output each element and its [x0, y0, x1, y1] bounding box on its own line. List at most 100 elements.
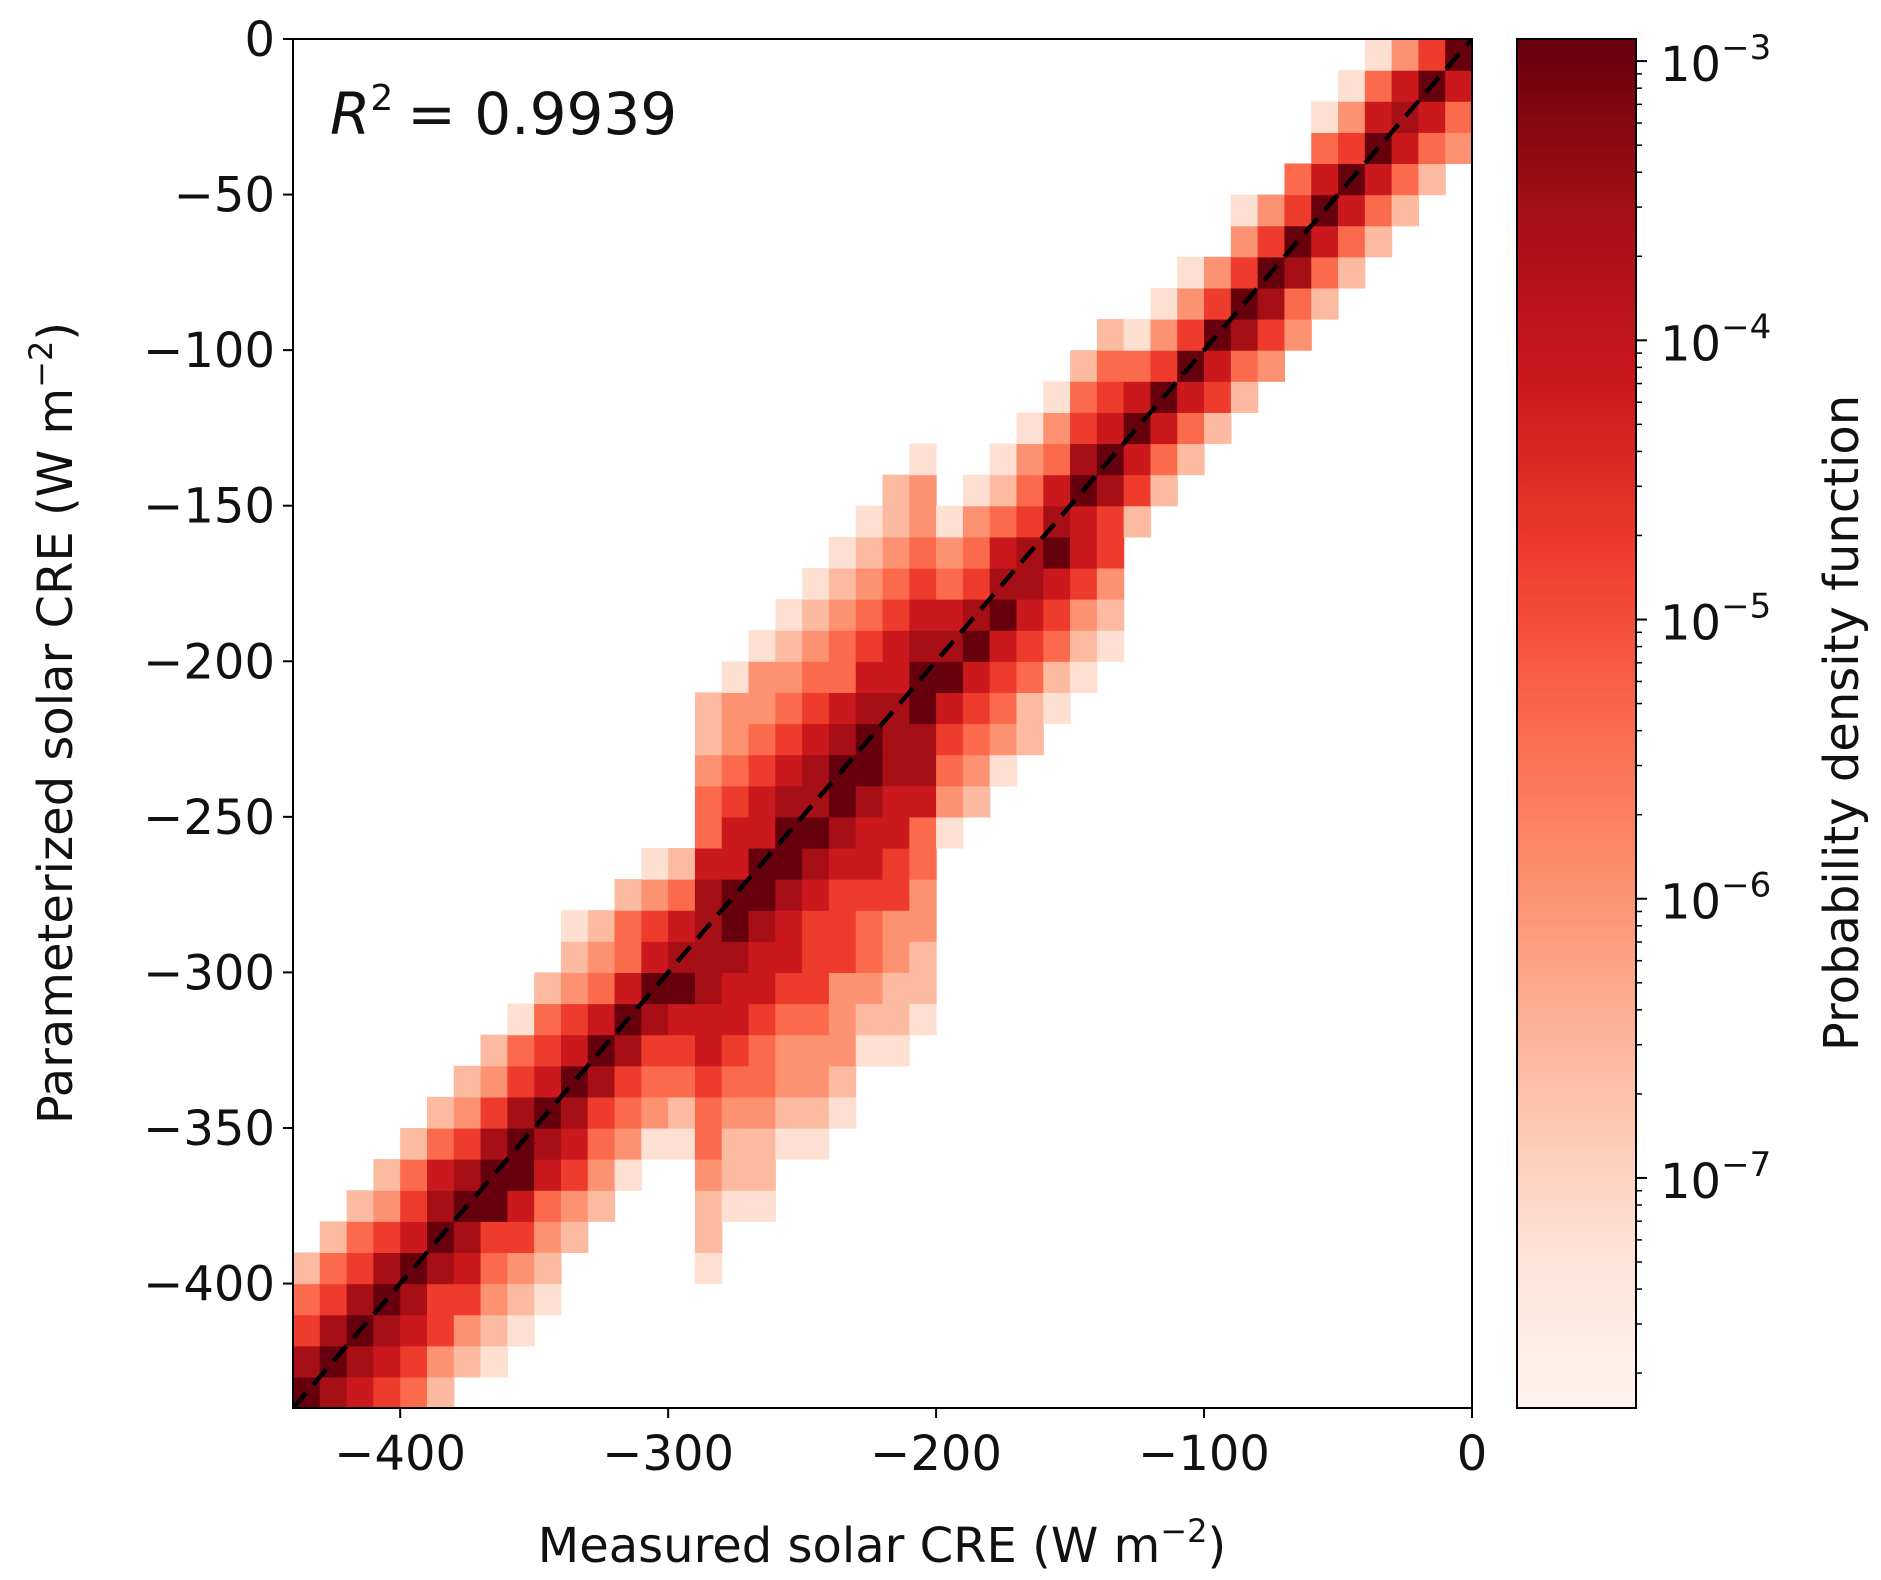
heatmap-cell [641, 847, 669, 880]
heatmap-cell [936, 816, 964, 849]
heatmap-cell [1230, 350, 1259, 382]
heatmap-cell [989, 474, 1018, 507]
heatmap-cell [802, 599, 830, 631]
heatmap-cell [748, 1190, 776, 1222]
heatmap-cell [936, 723, 964, 756]
heatmap-cell [802, 910, 830, 942]
heatmap-cell [346, 1283, 374, 1316]
heatmap-cell [507, 1283, 535, 1316]
heatmap-cell [400, 1190, 428, 1222]
heatmap-cell [694, 754, 723, 787]
heatmap-cell [1338, 256, 1366, 289]
heatmap-cell [534, 1190, 562, 1222]
heatmap-cell [560, 1159, 589, 1191]
heatmap-cell [802, 754, 830, 787]
heatmap-cell [802, 661, 830, 693]
heatmap-cell [748, 910, 776, 942]
heatmap-cell [641, 879, 669, 911]
colorbar-tick-label: 10−4 [1660, 307, 1771, 372]
heatmap-cell [909, 599, 937, 631]
heatmap-cell [962, 536, 991, 569]
heatmap-cell [1070, 661, 1098, 693]
heatmap-cell [1364, 39, 1393, 71]
heatmap-cell [989, 505, 1018, 538]
heatmap-cell [775, 1096, 803, 1129]
heatmap-cell [694, 723, 723, 756]
heatmap-cell [855, 879, 884, 911]
heatmap-cell [748, 1003, 776, 1036]
heatmap-cell [1043, 567, 1071, 600]
r-squared-annotation: R2 = 0.9939 [330, 78, 677, 148]
heatmap-cell [614, 972, 642, 1005]
heatmap-cell [721, 1190, 750, 1222]
heatmap-cell [775, 754, 803, 787]
heatmap-cell [1391, 194, 1420, 227]
heatmap-cell [1257, 350, 1286, 382]
heatmap-cell [587, 910, 616, 942]
heatmap-cell [909, 692, 937, 725]
heatmap-cell [560, 972, 589, 1005]
heatmap-cell [641, 910, 669, 942]
heatmap-cell [1204, 412, 1232, 445]
heatmap-cell [1150, 350, 1178, 382]
heatmap-cell [1150, 319, 1178, 351]
heatmap-cell [560, 910, 589, 942]
heatmap-cell [828, 599, 857, 631]
heatmap-cell [480, 1127, 508, 1160]
y-tick-label: 0 [244, 12, 275, 68]
heatmap-cell [882, 1003, 910, 1036]
heatmap-cell [641, 941, 669, 974]
heatmap-cell [641, 1034, 669, 1067]
heatmap-cell [828, 567, 857, 600]
heatmap-cell [1070, 567, 1098, 600]
y-axis: 0 −50 −100 −150 −200 −250 −300 −350 −400 [143, 12, 293, 1313]
heatmap-cell [694, 1034, 723, 1067]
heatmap-cell [828, 847, 857, 880]
heatmap-cell [909, 630, 937, 662]
colorbar-tick-label: 10−7 [1660, 1145, 1771, 1210]
heatmap-cell [828, 1003, 857, 1036]
heatmap-cell [828, 879, 857, 911]
heatmap-cell [909, 816, 937, 849]
x-axis-label: Measured solar CRE (W m−2) [538, 1512, 1226, 1574]
heatmap-cell [1445, 70, 1472, 102]
heatmap-cell [453, 1221, 482, 1254]
heatmap-cell [1364, 163, 1393, 196]
heatmap-cell [1043, 443, 1071, 476]
heatmap-cell [426, 1376, 455, 1408]
heatmap-cell [480, 1190, 508, 1222]
heatmap-cell [426, 1252, 455, 1285]
heatmap-cell [802, 1096, 830, 1129]
heatmap-cell [641, 1096, 669, 1129]
heatmap-cell [293, 1345, 321, 1378]
heatmap-cell [802, 1003, 830, 1036]
heatmap-cell [480, 1314, 508, 1347]
plot-frame [292, 38, 1473, 1409]
heatmap-cell [1311, 132, 1339, 165]
heatmap-cell [721, 754, 750, 787]
heatmap-cell [1177, 381, 1205, 413]
heatmap-cell [721, 692, 750, 725]
heatmap-cell [1096, 630, 1125, 662]
heatmap-cell [587, 1003, 616, 1036]
heatmap-cell [1070, 381, 1098, 413]
heatmap-cell [614, 941, 642, 974]
heatmap-cell [828, 661, 857, 693]
heatmap-cell [426, 1314, 455, 1347]
heatmap-cell [560, 941, 589, 974]
heatmap-cell [560, 1003, 589, 1036]
heatmap-cell [775, 879, 803, 911]
heatmap-cell [534, 972, 562, 1005]
heatmap-cell [1096, 567, 1125, 600]
heatmap-cell [1016, 474, 1044, 507]
heatmap-cell [534, 1221, 562, 1254]
heatmap-cell [560, 1221, 589, 1254]
heatmap-cell [587, 1065, 616, 1098]
heatmap-cell [855, 754, 884, 787]
x-tick-label: −200 [870, 1426, 1002, 1482]
heatmap-cell [1096, 319, 1125, 351]
heatmap-cell [1016, 412, 1044, 445]
heatmap-cell [855, 692, 884, 725]
heatmap-cell [828, 723, 857, 756]
